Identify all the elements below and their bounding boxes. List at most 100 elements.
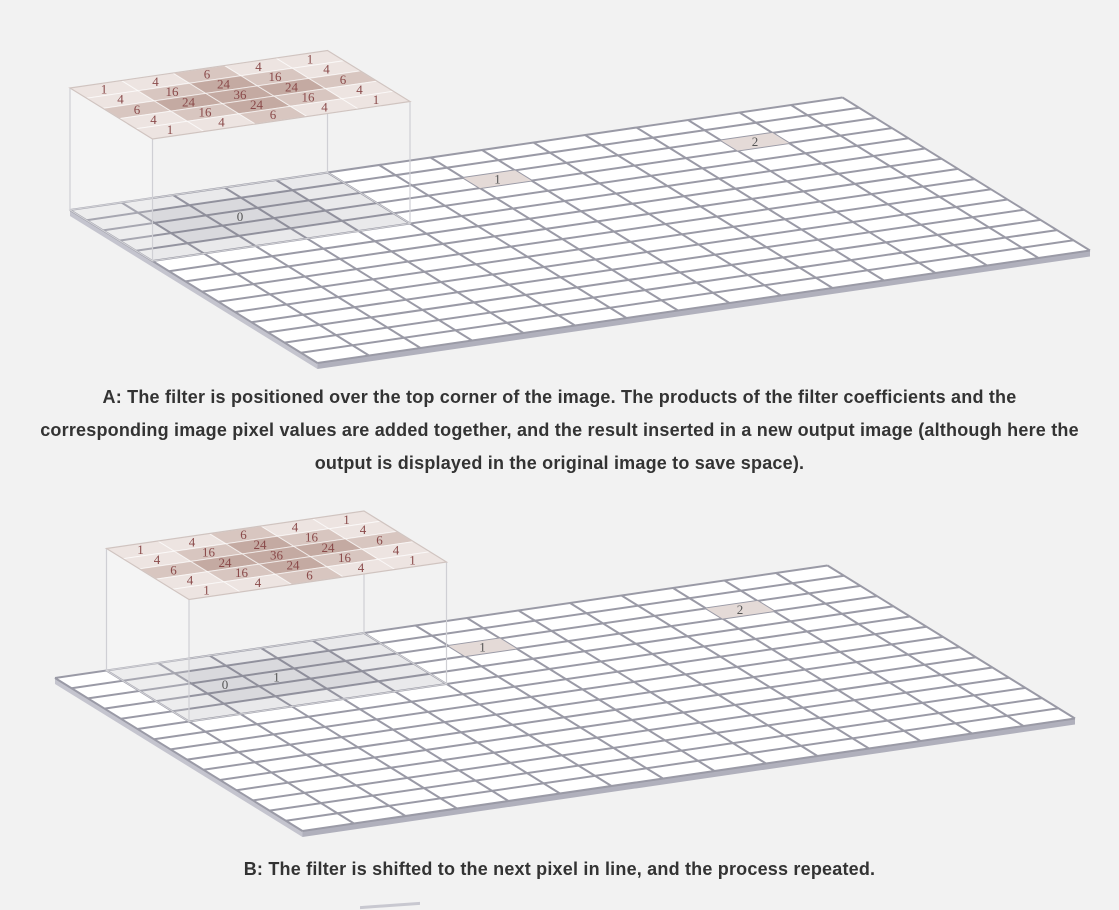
kernel-coefficient: 4 bbox=[292, 519, 299, 534]
grid-line bbox=[300, 239, 1074, 354]
output-cell-bg bbox=[448, 638, 517, 657]
kernel-coefficient: 6 bbox=[240, 527, 247, 542]
grid-line bbox=[157, 662, 407, 817]
kernel-outline bbox=[68, 49, 412, 140]
kernel-coefficient: 4 bbox=[187, 572, 194, 587]
grid-line bbox=[841, 96, 1091, 252]
kernel-coefficient: 1 bbox=[373, 92, 380, 107]
kernel-coefficient: 16 bbox=[166, 84, 180, 99]
grid-line bbox=[317, 249, 1091, 364]
caption-b: B: The filter is shifted to the next pix… bbox=[243, 859, 876, 879]
kernel-coefficient: 6 bbox=[170, 562, 177, 577]
grid-line bbox=[275, 179, 525, 334]
kernel-coefficient: 1 bbox=[167, 122, 174, 137]
kernel-coefficient: 6 bbox=[134, 102, 141, 117]
grid-line bbox=[260, 647, 510, 802]
output-cell-bg bbox=[706, 600, 774, 619]
grid-line bbox=[517, 609, 767, 765]
kernel-coefficient: 4 bbox=[154, 552, 161, 567]
grid-line bbox=[218, 188, 992, 303]
output-value: 0 bbox=[222, 677, 229, 692]
image-grid bbox=[69, 96, 1091, 369]
grid-line bbox=[775, 572, 1025, 727]
panel-a-svg: 012 1 4 6 4 14 16 24 16 46 24 36 24 64 16 24 16 41 4 6 4 1 bbox=[68, 49, 1091, 369]
grid-edge-front bbox=[302, 718, 1075, 837]
grid-line bbox=[172, 194, 422, 349]
box-bottom-outline bbox=[68, 171, 412, 262]
grid-line bbox=[120, 605, 894, 720]
kernel-coefficient: 4 bbox=[255, 575, 262, 590]
grid-line bbox=[135, 137, 909, 252]
kernel-coefficient: 24 bbox=[250, 97, 264, 112]
grid-line bbox=[723, 579, 973, 735]
output-value: 2 bbox=[737, 602, 744, 617]
grid-line bbox=[153, 625, 927, 741]
box-face bbox=[106, 548, 189, 722]
box-bottom-outline bbox=[105, 632, 448, 723]
filter-shadow bbox=[70, 172, 410, 261]
kernel-coefficient: 24 bbox=[254, 537, 268, 552]
filter-footprint bbox=[106, 633, 447, 722]
kernel-coefficient: 6 bbox=[306, 568, 313, 583]
kernel-coefficient: 24 bbox=[182, 94, 196, 109]
filter-box bbox=[68, 50, 412, 262]
kernel-coefficient: 4 bbox=[321, 100, 328, 115]
kernel-coefficient: 16 bbox=[199, 104, 213, 119]
grid-line bbox=[790, 104, 1040, 259]
kernel-coefficient: 24 bbox=[217, 77, 231, 92]
grid-line bbox=[532, 141, 782, 297]
grid-line bbox=[54, 677, 304, 832]
kernel-coefficient: 16 bbox=[235, 565, 249, 580]
grid-line bbox=[267, 218, 1041, 334]
grid-line bbox=[252, 686, 1026, 802]
kernel-coefficient: 16 bbox=[202, 545, 216, 560]
kernel-coefficient: 4 bbox=[189, 534, 196, 549]
kernel-coefficient: 1 bbox=[409, 553, 416, 568]
grid-line bbox=[284, 229, 1058, 344]
kernel-coefficient: 6 bbox=[340, 72, 347, 87]
kernel-coefficient: 24 bbox=[285, 79, 299, 94]
kernel-coefficient: 1 bbox=[137, 542, 144, 557]
grid-line bbox=[186, 646, 960, 761]
grid-line bbox=[185, 167, 959, 283]
output-value: 1 bbox=[479, 639, 486, 654]
grid-surface bbox=[70, 97, 1090, 363]
kernel-coefficient: 1 bbox=[101, 81, 108, 96]
kernel-coefficient: 36 bbox=[270, 547, 284, 562]
panel-b-svg: 0 112 1 4 6 4 14 16 24 16 46 24 36 24 64 16 24 16 41 4 6 4 1 bbox=[54, 510, 1076, 837]
kernel-coefficient: 4 bbox=[393, 542, 400, 557]
filter-shadow bbox=[106, 633, 447, 722]
kernel-coefficient: 16 bbox=[305, 530, 319, 545]
kernel-coefficient: 4 bbox=[218, 115, 225, 130]
filter-footprint bbox=[70, 172, 410, 261]
output-value: 0 bbox=[237, 209, 244, 224]
grid-edge-front bbox=[317, 250, 1090, 369]
kernel-outline bbox=[104, 510, 449, 601]
grid-line bbox=[168, 157, 942, 273]
grid-line bbox=[236, 676, 1010, 792]
kernel-coefficient: 36 bbox=[234, 87, 248, 102]
grid-line bbox=[302, 717, 1076, 832]
grid-edge-left bbox=[55, 678, 303, 837]
filter-kernel: 1 4 6 4 14 16 24 16 46 24 36 24 64 16 24 16 41 4 6 4 1 bbox=[104, 510, 449, 601]
grid-line bbox=[569, 602, 819, 757]
grid-line bbox=[120, 201, 370, 357]
grid-line bbox=[219, 666, 993, 781]
kernel-coefficient: 4 bbox=[356, 82, 363, 97]
grid-line bbox=[311, 639, 561, 795]
box-face bbox=[70, 88, 153, 261]
kernel-coefficient: 4 bbox=[358, 560, 365, 575]
kernel-coefficient: 1 bbox=[307, 51, 314, 66]
grid-line bbox=[223, 186, 473, 342]
kernel-coefficient: 6 bbox=[376, 532, 383, 547]
kernel-coefficient: 4 bbox=[323, 62, 330, 77]
kernel-coefficient: 6 bbox=[270, 107, 277, 122]
grid-line bbox=[251, 208, 1025, 324]
output-cell-bg bbox=[721, 132, 789, 151]
kernel-coefficient: 4 bbox=[150, 112, 157, 127]
filter-kernel: 1 4 6 4 14 16 24 16 46 24 36 24 64 16 24 16 41 4 6 4 1 bbox=[68, 49, 412, 140]
filter-shadow-core bbox=[174, 650, 379, 704]
kernel-coefficient: 4 bbox=[152, 74, 159, 89]
